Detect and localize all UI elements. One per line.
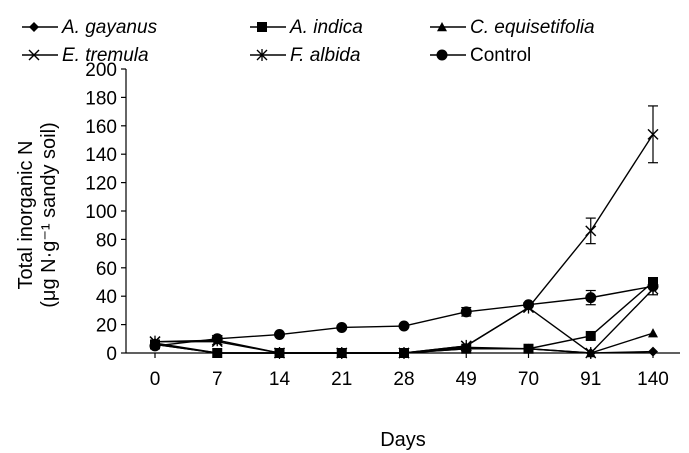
y-tick-label: 0 [106,344,117,365]
x-tick-label: 28 [393,369,414,390]
axes: 0 20 40 60 80 100 120 140 160 180 200 0 7 14 21 28 49 70… [85,60,680,390]
legend-label: C. equisetifolia [470,17,595,38]
marker-diamond [29,22,39,32]
marker-x [585,225,597,237]
y-tick-label: 140 [85,145,117,166]
x-tick-label: 0 [150,369,161,390]
x-tick-label: 91 [580,369,601,390]
marker-star [460,339,472,352]
x-tick-label: 70 [518,369,539,390]
legend-label: A. gayanus [61,17,158,38]
plot-area [149,105,659,359]
y-tick-label: 60 [96,259,117,280]
legend-item: Control [430,45,531,66]
marker-triangle [212,348,223,358]
y-tick-label: 200 [85,60,117,81]
marker-triangle [648,328,658,338]
legend: A. gayanus A. indica C. equisetifolia E. tr… [22,17,595,66]
marker-triangle [437,22,447,32]
legend-label: Control [470,45,531,66]
marker-x [28,49,40,61]
marker-circle [585,292,597,304]
marker-star [274,347,285,359]
marker-x-stroke [647,128,659,140]
y-tick-label: 120 [85,174,117,195]
x-tick-label: 14 [269,369,291,390]
y-axis-title-line2: (μg N·g⁻¹ sandy soil) [38,122,60,307]
marker-circle [523,299,534,311]
marker-star [585,347,597,359]
legend-item: C. equisetifolia [430,17,595,38]
marker-circle [398,320,410,332]
x-tick-label: 49 [456,369,477,390]
y-ticks: 0 20 40 60 80 100 120 140 160 180 200 [85,60,126,365]
y-tick-label: 80 [96,230,117,251]
y-tick-label: 180 [85,88,117,109]
marker-circle [211,333,223,345]
legend-item: A. gayanus [22,17,158,38]
series-control [149,280,659,352]
marker-star [256,49,268,61]
y-tick-label: 40 [96,287,117,308]
marker-star [398,347,410,359]
legend-item: E. tremula [22,45,149,66]
series-line [155,133,654,354]
marker-circle [647,280,659,292]
x-ticks: 0 7 14 21 28 49 70 91 140 [150,353,669,390]
series-e-tremula [149,105,659,359]
y-tick-label: 20 [96,316,117,337]
legend-label: E. tremula [62,45,149,66]
legend-item: A. indica [250,17,363,38]
x-axis-title: Days [380,429,426,451]
legend-label: A. indica [289,17,363,38]
marker-star [336,347,348,359]
y-axis-title-line1: Total inorganic N [15,141,37,290]
marker-square [257,22,267,32]
marker-x-stroke [585,225,597,237]
marker-x [647,128,659,140]
marker-circle [460,306,472,318]
marker-circle [274,329,285,341]
x-tick-label: 140 [637,369,669,390]
marker-triangle [523,343,534,353]
marker-circle [149,340,161,352]
marker-x-stroke [28,49,40,61]
legend-label: F. albida [290,45,360,66]
y-tick-label: 100 [85,202,117,223]
y-tick-label: 160 [85,117,117,138]
legend-item: F. albida [250,45,360,66]
x-tick-label: 7 [212,369,223,390]
marker-circle [336,321,348,333]
marker-diamond [648,346,658,357]
series-line [154,285,654,347]
marker-square [585,330,596,341]
x-tick-label: 21 [331,369,352,390]
marker-circle [436,49,448,61]
